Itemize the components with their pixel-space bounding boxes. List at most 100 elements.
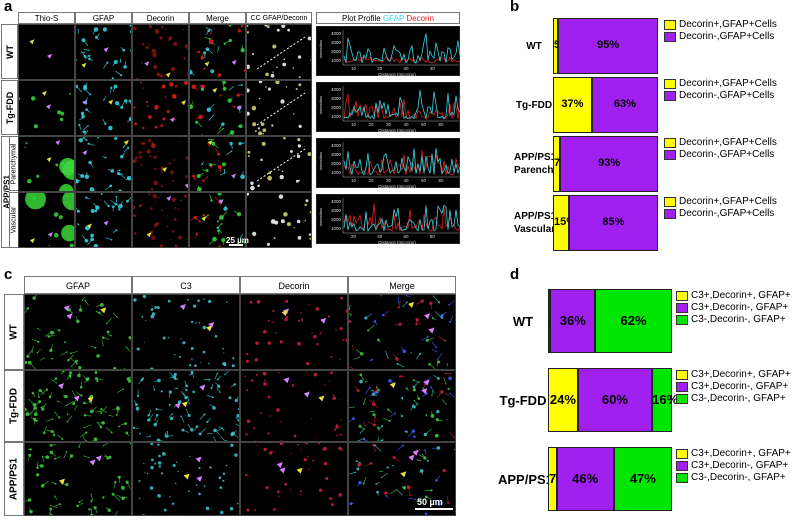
plot-decorin-line bbox=[343, 93, 461, 120]
scale-bar-a bbox=[229, 244, 243, 246]
bar-category-label: APP/PS1 Parenchymal bbox=[514, 151, 576, 177]
row-label-wt: WT bbox=[1, 24, 18, 79]
legend-label: Decorin+,GFAP+Cells bbox=[679, 196, 777, 207]
bar-value-label: 47% bbox=[629, 470, 656, 486]
plot-gfap-line bbox=[343, 147, 461, 176]
legend-item: Decorin+,GFAP+Cells bbox=[664, 19, 777, 30]
plot-ytick: 4000 bbox=[331, 199, 342, 204]
bar-value-label: 95% bbox=[597, 39, 620, 52]
col-header-plot-profile: Plot Profile GFAP Decorin bbox=[316, 12, 460, 24]
plot-xtick: 80 bbox=[430, 234, 436, 239]
col-header-thio-s: Thio-S bbox=[18, 12, 75, 24]
legend-item: C3-,Decorin-, GFAP+ bbox=[676, 314, 786, 325]
plot-ytick: 1000 bbox=[331, 58, 342, 63]
plot-xtick: 20 bbox=[377, 66, 383, 71]
micrograph-tile bbox=[18, 136, 75, 192]
plot-ytick: 2000 bbox=[331, 161, 342, 166]
plot-ytick: 4000 bbox=[331, 143, 342, 148]
c-row-label-app-ps1: APP/PS1 bbox=[4, 442, 24, 516]
legend-item: C3-,Decorin-, GFAP+ bbox=[676, 472, 786, 483]
plot-gfap-line bbox=[343, 204, 461, 233]
micrograph-tile bbox=[189, 192, 246, 248]
legend-label: C3+,Decorin-, GFAP+ bbox=[691, 381, 789, 392]
bar-category-line: Tg-FDD bbox=[499, 392, 547, 408]
micrograph-tile bbox=[75, 24, 132, 80]
plot-xtick: 40 bbox=[404, 178, 410, 183]
bar-segment bbox=[595, 289, 672, 353]
plot-ytick: 4000 bbox=[331, 31, 342, 36]
c-col-header-decorin: Decorin bbox=[240, 276, 348, 294]
legend-swatch bbox=[676, 381, 688, 392]
legend-swatch bbox=[664, 19, 676, 30]
col-header-decorin: Decorin bbox=[132, 12, 189, 24]
legend-label: Decorin+,GFAP+Cells bbox=[679, 78, 777, 89]
bar-category-label: Tg-FDD bbox=[498, 393, 548, 408]
legend-swatch bbox=[676, 460, 688, 471]
plot-xtick: 40 bbox=[404, 122, 410, 127]
legend-item: Decorin-,GFAP+Cells bbox=[664, 149, 774, 160]
micrograph-tile bbox=[75, 192, 132, 248]
legend-label: C3-,Decorin-, GFAP+ bbox=[691, 472, 786, 483]
legend-item: C3-,Decorin-, GFAP+ bbox=[676, 393, 786, 404]
plot-ytick: 1000 bbox=[331, 170, 342, 175]
bar-value-label: 85% bbox=[602, 216, 625, 229]
plot-xtick: 20 bbox=[369, 178, 375, 183]
legend-item: C3+,Decorin-, GFAP+ bbox=[676, 381, 788, 392]
bar-segment bbox=[553, 195, 569, 251]
bar-category-label: APP/PS1 Vascular bbox=[514, 210, 556, 236]
bar-category-label: WT bbox=[514, 40, 554, 53]
legend-label: Decorin-,GFAP+Cells bbox=[679, 90, 775, 101]
legend-item: Decorin-,GFAP+Cells bbox=[664, 208, 774, 219]
legend-swatch bbox=[664, 137, 676, 148]
legend-label: Decorin+,GFAP+Cells bbox=[679, 19, 777, 30]
legend-label: C3-,Decorin-, GFAP+ bbox=[691, 393, 786, 404]
micrograph-tile bbox=[132, 442, 240, 516]
bar-value-label: 24% bbox=[549, 391, 576, 407]
plot-xtick: 60 bbox=[439, 122, 445, 127]
bar-value-label: 60% bbox=[601, 391, 628, 407]
micrograph-tile bbox=[246, 24, 312, 80]
col-header-cc: CC GFAP/Decorin bbox=[246, 12, 312, 24]
plot-gfap-line bbox=[343, 89, 461, 121]
c-row-label-wt: WT bbox=[4, 294, 24, 370]
micrograph-tile bbox=[246, 80, 312, 136]
legend-item: C3+,Decorin+, GFAP+ bbox=[676, 448, 791, 459]
plot-xtick: 60 bbox=[404, 234, 410, 239]
plot-ytick: 3000 bbox=[331, 40, 342, 45]
micrograph-tile bbox=[75, 136, 132, 192]
plot-profile: Intensities 4000 3000 2000 1000 20 40 60 80 Dista… bbox=[316, 194, 461, 245]
plot-xtick: 50 bbox=[421, 122, 427, 127]
plot-gfap-line bbox=[343, 33, 461, 64]
micrograph-tile bbox=[348, 294, 456, 370]
plot-ytick: 3000 bbox=[331, 152, 342, 157]
plot-xlabel: Distance (microns) bbox=[378, 72, 416, 77]
micrograph-tile bbox=[132, 136, 189, 192]
bar-segment bbox=[577, 368, 653, 432]
bar-segment bbox=[560, 136, 658, 192]
plot-xlabel: Distance (microns) bbox=[378, 184, 416, 189]
legend-swatch bbox=[664, 90, 676, 101]
plot-xlabel: Distance (microns) bbox=[378, 128, 416, 133]
bar-segment bbox=[550, 289, 596, 353]
legend-swatch bbox=[664, 149, 676, 160]
legend-label: Decorin+,GFAP+Cells bbox=[679, 137, 777, 148]
plot-ytick: 2000 bbox=[331, 105, 342, 110]
micrograph-tile bbox=[24, 370, 132, 442]
bar-category-line: WT bbox=[526, 40, 542, 52]
bar-category-line: WT bbox=[512, 313, 534, 329]
c-col-header-c3: C3 bbox=[132, 276, 240, 294]
legend-item: Decorin+,GFAP+Cells bbox=[664, 196, 777, 207]
bar-segment bbox=[613, 447, 672, 511]
plot-ytick: 3000 bbox=[331, 96, 342, 101]
plot-ytick: 3000 bbox=[331, 208, 342, 213]
bar-segment bbox=[553, 18, 559, 74]
micrograph-tile bbox=[240, 370, 348, 442]
micrograph-tile bbox=[348, 442, 456, 516]
legend-swatch bbox=[664, 31, 676, 42]
scale-bar-c bbox=[415, 508, 453, 510]
legend-item: C3+,Decorin+, GFAP+ bbox=[676, 369, 791, 380]
row-label-tg-fdd: Tg-FDD bbox=[1, 80, 18, 135]
plot-title-decorin: Decorin bbox=[406, 14, 434, 23]
legend-label: Decorin-,GFAP+Cells bbox=[679, 208, 775, 219]
bar-category-line: APP/PS1 bbox=[498, 471, 553, 487]
